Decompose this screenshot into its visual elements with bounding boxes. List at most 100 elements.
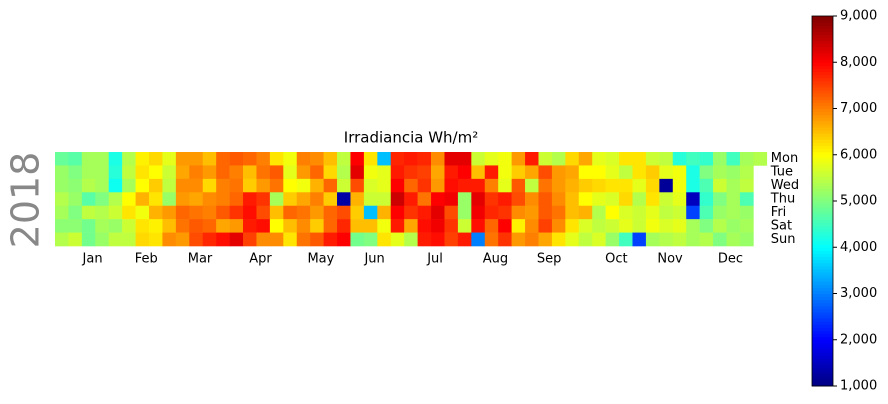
heatmap-cell <box>350 165 365 180</box>
heatmap-cell <box>498 152 512 166</box>
colorbar-step <box>812 105 833 109</box>
heatmap-cell <box>417 178 432 193</box>
heatmap-cell <box>538 165 553 180</box>
heatmap-cell <box>538 192 553 207</box>
colorbar-step <box>812 71 833 76</box>
heatmap-cell <box>632 192 647 207</box>
colorbar-step <box>812 238 833 242</box>
heatmap-cell <box>726 232 741 247</box>
heatmap-cell <box>645 165 660 180</box>
colorbar-step <box>812 46 833 51</box>
heatmap-cell <box>229 232 244 247</box>
heatmap-cell <box>404 178 418 193</box>
heatmap-cell <box>471 192 486 207</box>
heatmap-cell <box>498 178 512 193</box>
heatmap-cell <box>619 152 633 166</box>
month-label: Apr <box>249 252 272 267</box>
heatmap-cell <box>686 178 700 193</box>
heatmap-cell <box>296 165 311 180</box>
heatmap-cell <box>659 219 674 233</box>
heatmap-cell <box>390 219 405 233</box>
heatmap-cell <box>350 232 365 247</box>
heatmap-cell <box>471 178 486 193</box>
colorbar-step <box>812 16 833 20</box>
heatmap-cell <box>713 192 727 207</box>
heatmap-cell <box>619 219 633 233</box>
colorbar-step <box>812 31 833 35</box>
heatmap-cell <box>605 165 620 180</box>
colorbar-step <box>812 225 833 230</box>
heatmap-cell <box>283 192 298 207</box>
heatmap-cell <box>431 232 445 247</box>
heatmap-cell <box>390 165 405 180</box>
heatmap-cell <box>202 152 217 166</box>
heatmap-cell <box>323 232 338 247</box>
heatmap-cell <box>363 219 378 233</box>
colorbar-step <box>812 228 833 233</box>
month-label: Mar <box>188 252 213 267</box>
colorbar-step <box>812 352 833 356</box>
chart-title: Irradiancia Wh/m² <box>344 129 478 147</box>
colorbar-step <box>812 271 833 276</box>
heatmap-cell <box>55 192 69 207</box>
colorbar-step <box>812 216 833 220</box>
colorbar-step <box>812 28 833 32</box>
heatmap-cell <box>122 152 136 166</box>
heatmap-cell <box>498 232 512 247</box>
heatmap-cell <box>283 205 298 220</box>
heatmap-cell <box>605 219 620 233</box>
heatmap-cell <box>122 165 136 180</box>
colorbar-step <box>812 324 833 328</box>
colorbar-tick-label: 5,000 <box>840 194 877 209</box>
heatmap-cell <box>686 219 700 233</box>
heatmap-cell <box>592 178 606 193</box>
colorbar-step <box>812 83 833 88</box>
heatmap-cell <box>404 205 418 220</box>
heatmap-cell <box>162 205 177 220</box>
heatmap-cell <box>202 178 217 193</box>
heatmap-cell <box>337 152 351 166</box>
heatmap-cell <box>350 192 365 207</box>
colorbar-step <box>812 376 833 381</box>
colorbar-tick-label: 3,000 <box>840 286 877 301</box>
heatmap-cell <box>216 219 230 233</box>
heatmap-cell <box>404 219 418 233</box>
heatmap-cell <box>739 152 754 166</box>
heatmap-cell <box>659 205 674 220</box>
heatmap-cell <box>310 165 324 180</box>
heatmap-cell <box>565 232 580 247</box>
colorbar-step <box>812 299 833 304</box>
heatmap-cell <box>457 192 472 207</box>
colorbar-step <box>812 327 833 331</box>
heatmap-cell <box>175 178 190 193</box>
colorbar-step <box>812 160 833 165</box>
heatmap-cell <box>310 152 324 166</box>
month-label: Jan <box>82 252 103 267</box>
heatmap-cell <box>363 232 378 247</box>
heatmap-cell <box>645 192 660 207</box>
colorbar-step <box>812 382 833 387</box>
heatmap-cell <box>390 232 405 247</box>
heatmap-cell <box>417 165 432 180</box>
colorbar-step <box>812 86 833 91</box>
colorbar-step <box>812 256 833 261</box>
heatmap-cell <box>337 178 351 193</box>
heatmap-cell <box>135 205 150 220</box>
heatmap-cell <box>189 192 204 207</box>
day-label: Fri <box>771 205 787 220</box>
heatmap-cell <box>108 219 123 233</box>
month-label: Oct <box>605 252 627 267</box>
heatmap-cell <box>484 232 499 247</box>
heatmap-cell <box>189 165 204 180</box>
heatmap-cell <box>269 219 284 233</box>
heatmap-cell <box>551 219 566 233</box>
heatmap-cell <box>390 205 405 220</box>
heatmap-cell <box>511 232 526 247</box>
heatmap-cell <box>444 219 459 233</box>
colorbar-tick-label: 9,000 <box>840 9 877 24</box>
heatmap-cell <box>202 232 217 247</box>
day-label: Wed <box>771 178 799 193</box>
heatmap-cell <box>619 232 633 247</box>
heatmap-cell <box>55 165 69 180</box>
